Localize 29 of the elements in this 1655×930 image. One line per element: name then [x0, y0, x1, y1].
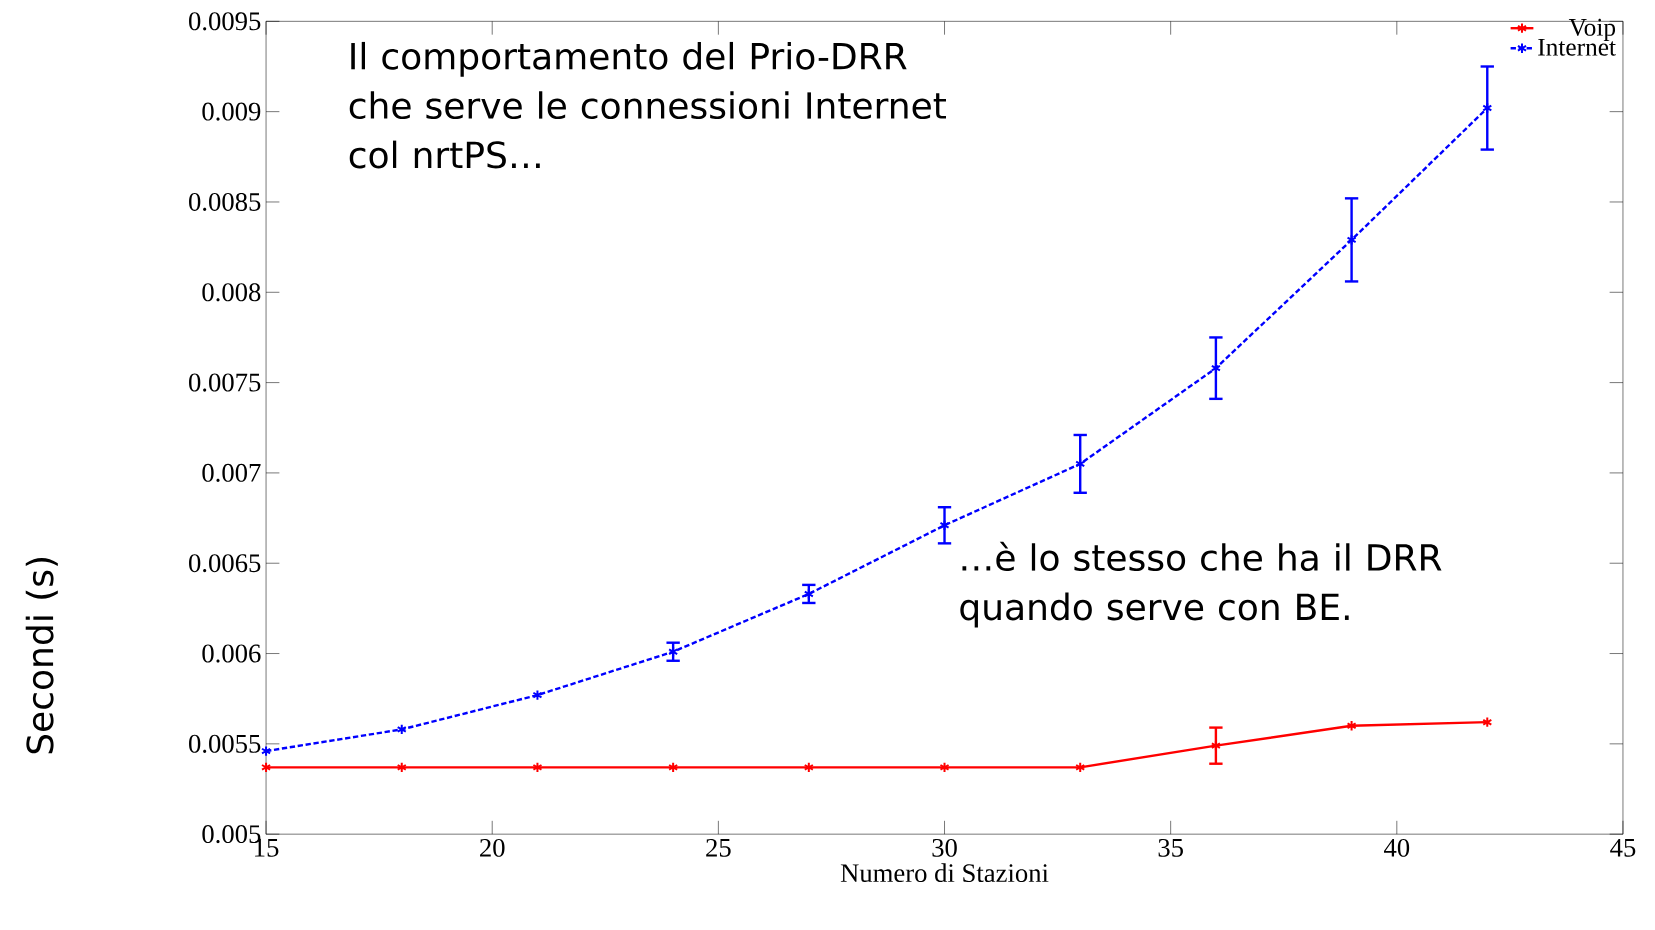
x-tick-label: 20 — [480, 839, 505, 858]
point — [803, 588, 814, 600]
point — [1075, 458, 1086, 470]
point — [1346, 234, 1357, 246]
y-tick-label: 0.0075 — [189, 373, 261, 392]
x-tick-label: 25 — [706, 839, 731, 858]
x-tick-label: 45 — [1610, 839, 1636, 857]
point — [1482, 102, 1493, 114]
y-tick-label: 0.007 — [202, 464, 261, 483]
annotation: …è lo stesso che ha il DRR quando serve con BE. — [960, 542, 1442, 628]
y-tick-label: 0.0055 — [189, 735, 261, 754]
y-tick-label: 0.0085 — [189, 193, 261, 212]
point — [1346, 720, 1357, 732]
point — [668, 646, 679, 658]
y-tick-label: 0.008 — [202, 283, 261, 302]
point — [261, 745, 272, 757]
x-tick-label: 35 — [1158, 839, 1183, 858]
y-tick-label: 0.009 — [202, 102, 261, 121]
x-axis-title: Numero di Stazioni — [840, 863, 1049, 883]
y-axis-title: Secondi (s) — [25, 558, 58, 754]
point — [532, 689, 543, 701]
y-tick-label: 0.0065 — [189, 554, 261, 573]
legend-label: Voip — [1568, 19, 1616, 42]
y-tick-label: 0.0095 — [189, 12, 261, 31]
x-tick-label: 40 — [1384, 839, 1410, 858]
x-tick-label: 30 — [932, 839, 957, 858]
legend-label: Internet — [1538, 39, 1616, 56]
y-tick-label: 0.006 — [202, 644, 261, 663]
annotation: Il comportamento del Prio-DRR che serve le connessioni Internet col nrtPS… — [349, 42, 946, 169]
